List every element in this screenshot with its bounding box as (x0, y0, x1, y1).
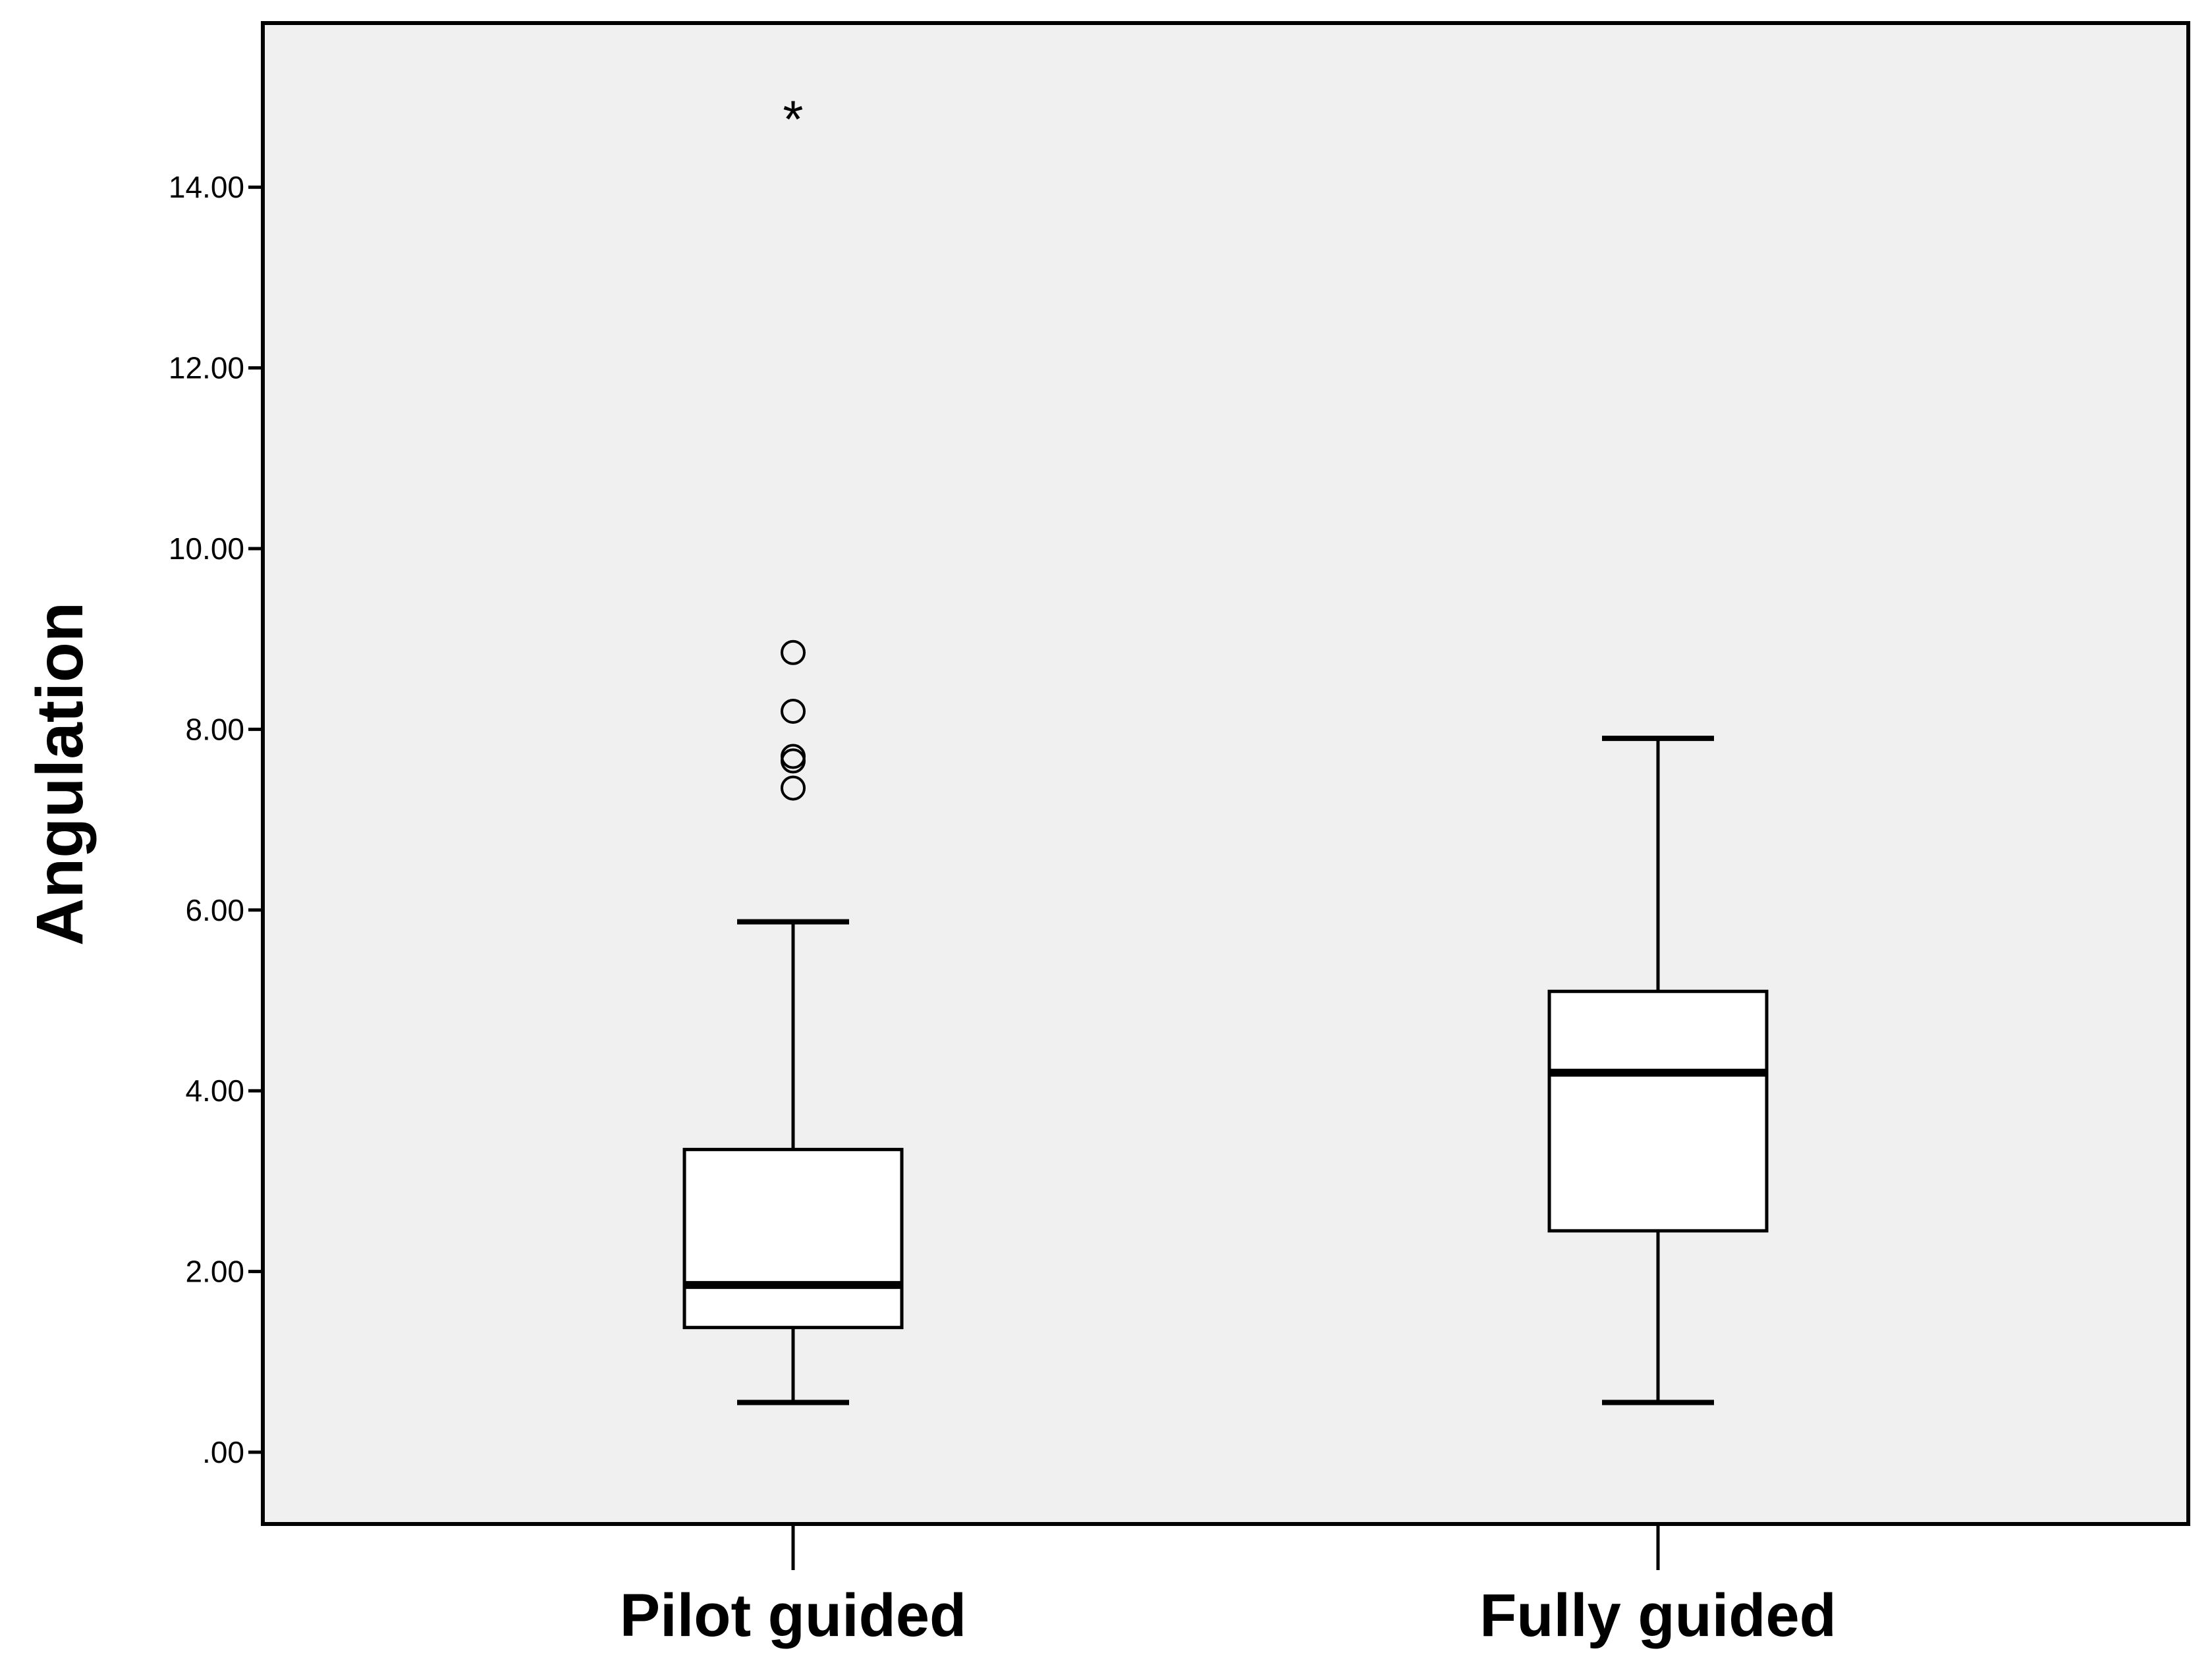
y-tick-label: 2.00 (185, 1255, 244, 1289)
plot-area (261, 21, 2190, 1526)
x-category-label: Fully guided (1479, 1582, 1837, 1649)
boxes: * (682, 90, 1769, 1405)
y-tick-label: 10.00 (169, 531, 244, 566)
y-tick-label: 14.00 (169, 170, 244, 204)
y-axis: .00 2.00 4.00 6.00 8.00 10.00 12.00 14.00 (169, 170, 263, 1469)
y-tick-label: .00 (202, 1435, 244, 1469)
box-group: * (682, 90, 904, 1405)
x-category-label: Pilot guided (620, 1582, 966, 1649)
x-axis: Pilot guided Fully guided (620, 1524, 1837, 1649)
y-tick-label: 4.00 (185, 1074, 244, 1108)
outlier-point (781, 639, 806, 665)
outlier-point (781, 698, 806, 724)
y-tick-label: 12.00 (169, 351, 244, 385)
outlier-point (781, 744, 806, 769)
box-group (1547, 736, 1769, 1405)
iqr-box (1547, 989, 1769, 1233)
iqr-box (682, 1147, 904, 1330)
y-tick-label: 6.00 (185, 893, 244, 927)
outlier-point (781, 775, 806, 801)
extreme-point: * (783, 90, 803, 148)
y-axis-title: Angulation (23, 602, 97, 946)
y-tick-label: 8.00 (185, 712, 244, 746)
